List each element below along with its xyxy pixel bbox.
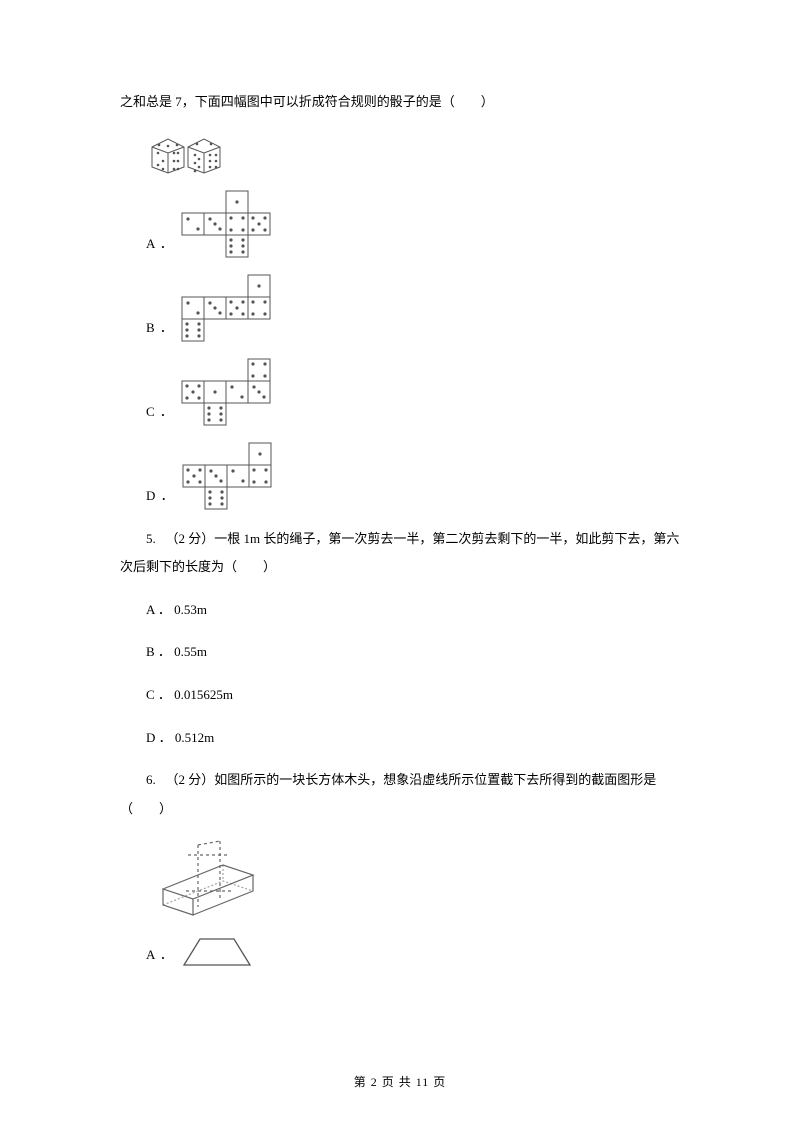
two-dice-figure	[148, 131, 680, 175]
q4-option-d: D ．	[120, 441, 680, 511]
q6-option-a: A ．	[120, 933, 680, 969]
trapezoid-icon	[180, 933, 254, 969]
q5-option-b: B ． 0.55m	[120, 638, 680, 667]
option-label: B ．	[120, 314, 174, 343]
two-dice-icon	[148, 131, 228, 175]
q4-option-a: A ．	[120, 189, 680, 259]
dice-net-b-icon	[180, 273, 294, 343]
option-label: A ．	[120, 941, 174, 970]
option-label: A ．	[120, 230, 174, 259]
q5-option-d: D ． 0.512m	[120, 724, 680, 753]
dice-net-a-icon	[180, 189, 294, 259]
q5-option-c: C ． 0.015625m	[120, 681, 680, 710]
dice-net-d-icon	[181, 441, 295, 511]
q4-option-c: C ．	[120, 357, 680, 427]
q6-text: 6. （2 分）如图所示的一块长方体木头，想象沿虚线所示位置截下去所得到的截面图…	[120, 766, 680, 823]
page-content: 之和总是 7，下面四幅图中可以折成符合规则的骰子的是（ ）	[0, 0, 800, 1023]
cuboid-icon	[148, 837, 268, 919]
q4-intro: 之和总是 7，下面四幅图中可以折成符合规则的骰子的是（ ）	[120, 88, 680, 117]
q5-option-a: A ． 0.53m	[120, 596, 680, 625]
q5-text: 5. （2 分）一根 1m 长的绳子，第一次剪去一半，第二次剪去剩下的一半，如此…	[120, 525, 680, 582]
option-label: D ．	[120, 482, 175, 511]
cuboid-figure	[148, 837, 680, 919]
option-label: C ．	[120, 398, 174, 427]
dice-net-c-icon	[180, 357, 294, 427]
page-footer: 第 2 页 共 11 页	[0, 1073, 800, 1090]
q4-option-b: B ．	[120, 273, 680, 343]
